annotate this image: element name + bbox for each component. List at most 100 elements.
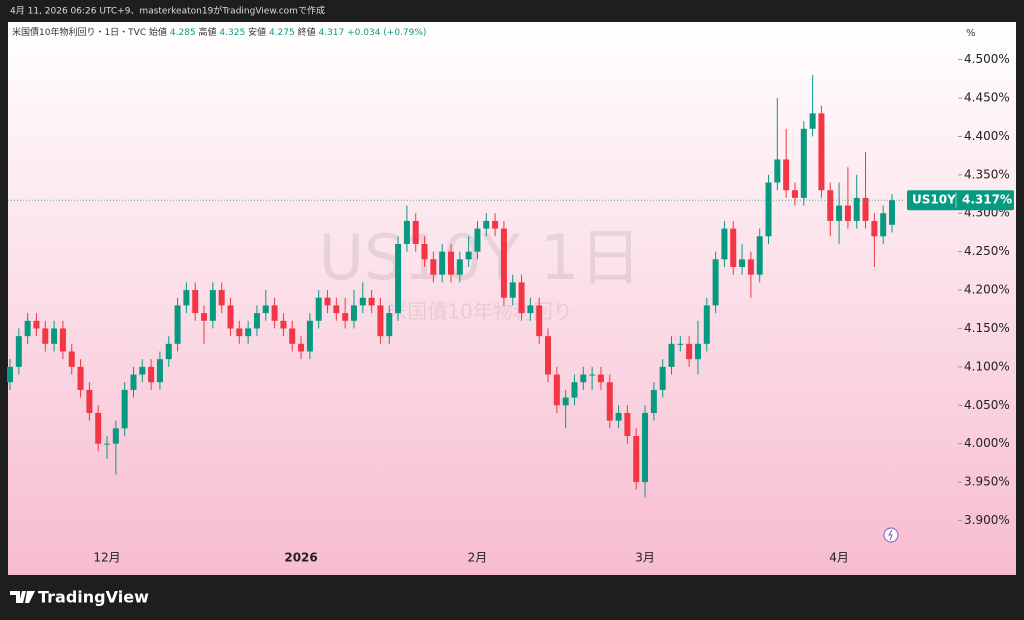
candle-body (333, 305, 340, 314)
candle-body (483, 220, 490, 229)
candle-body (730, 228, 737, 268)
candle-body (350, 305, 357, 321)
candle-body (756, 236, 763, 275)
candle-body (880, 213, 887, 237)
candle-body (668, 343, 675, 367)
candle-body (862, 197, 869, 221)
candle-body (536, 305, 543, 337)
candle-body (218, 290, 225, 306)
candle-body (624, 412, 631, 436)
candle-body (15, 336, 22, 367)
y-tick-label: 4.500% (964, 52, 1010, 66)
candle-body (712, 259, 719, 306)
legend-change: +0.034 (+0.79%) (347, 28, 426, 38)
candle-body (412, 220, 419, 244)
candle-body (642, 412, 649, 483)
y-tick-label: 4.400% (964, 129, 1010, 143)
x-tick-label: 2月 (468, 551, 488, 565)
y-tick-label: 4.200% (964, 283, 1010, 297)
candle-body (359, 297, 366, 306)
candle-body (774, 159, 781, 183)
candle-body (809, 113, 816, 129)
chart-area (8, 22, 1016, 575)
y-tick-label: 3.950% (964, 475, 1010, 489)
candle-body (650, 389, 657, 413)
price-tag-symbol: US10Y (912, 193, 956, 207)
y-tick-label: 4.250% (964, 244, 1010, 258)
candle-body (677, 343, 684, 345)
header: 4月 11, 2026 06:26 UTC+9、masterkeaton19がT… (10, 5, 325, 17)
candle-body (315, 297, 322, 321)
legend-label: 始値 (149, 26, 167, 38)
candle-body (227, 305, 234, 329)
x-tick-label: 2026 (284, 551, 317, 565)
y-tick-label: 4.150% (964, 321, 1010, 335)
candle-body (271, 305, 278, 321)
candle-body (306, 320, 313, 352)
candle-body (844, 205, 851, 221)
candle-body (33, 320, 40, 329)
logo-icon (10, 591, 35, 603)
candle-body (474, 228, 481, 252)
candle-body (800, 128, 807, 198)
candle-body (68, 351, 75, 367)
candle-body (192, 290, 199, 314)
candle-body (262, 305, 269, 314)
candle-body (853, 197, 860, 221)
candle-body (571, 382, 578, 398)
price-tag-value: 4.317% (962, 193, 1012, 207)
candle-body (633, 435, 640, 483)
legend-title: 米国債10年物利回り・1日・TVC (12, 26, 146, 38)
candle-body (24, 320, 31, 337)
candle-body (465, 251, 472, 260)
candle-body (368, 297, 375, 306)
candle-body (739, 259, 746, 268)
candle-body (580, 374, 587, 383)
candle-body (589, 374, 596, 376)
candle-body (721, 228, 728, 260)
candle-body (236, 328, 243, 337)
candle-body (289, 328, 296, 344)
candle-body (439, 251, 446, 275)
legend-value: 4.317 (318, 28, 344, 38)
candle-body (615, 412, 622, 421)
candle-body (130, 374, 137, 390)
x-tick-label: 3月 (635, 551, 655, 565)
candle-body (545, 336, 552, 375)
candle-body (245, 328, 252, 337)
brand: TradingView (38, 588, 149, 607)
legend-value: 4.325 (219, 28, 245, 38)
candle-body (518, 282, 525, 314)
x-tick-label: 12月 (93, 551, 120, 565)
candle-body (86, 389, 93, 413)
candle-body (889, 200, 895, 225)
candle-body (386, 313, 393, 337)
legend-label: 高値 (199, 26, 217, 38)
candle-body (791, 190, 798, 198)
candle-body (747, 259, 754, 275)
candle-body (104, 443, 111, 445)
candle-body (59, 328, 66, 352)
candle-body (871, 220, 878, 237)
candle-body (112, 428, 119, 444)
x-tick-label: 4月 (829, 551, 849, 565)
candle-body (827, 190, 834, 221)
candle-body (562, 397, 569, 406)
candle-body (659, 366, 666, 390)
candle-body (156, 359, 163, 383)
candle-body (694, 343, 701, 360)
candle-body (421, 243, 428, 260)
candle-body (403, 220, 410, 244)
y-tick-label: 4.050% (964, 398, 1010, 412)
candle-body (183, 290, 190, 306)
candle-body (42, 328, 49, 344)
candle-body (836, 205, 843, 221)
y-tick-label: 3.900% (964, 513, 1010, 527)
candle-body (597, 374, 604, 383)
candle-body (253, 313, 260, 329)
candle-body (377, 305, 384, 337)
candle-body (395, 243, 402, 314)
legend-value: 4.275 (269, 28, 295, 38)
candle-body (174, 305, 181, 344)
